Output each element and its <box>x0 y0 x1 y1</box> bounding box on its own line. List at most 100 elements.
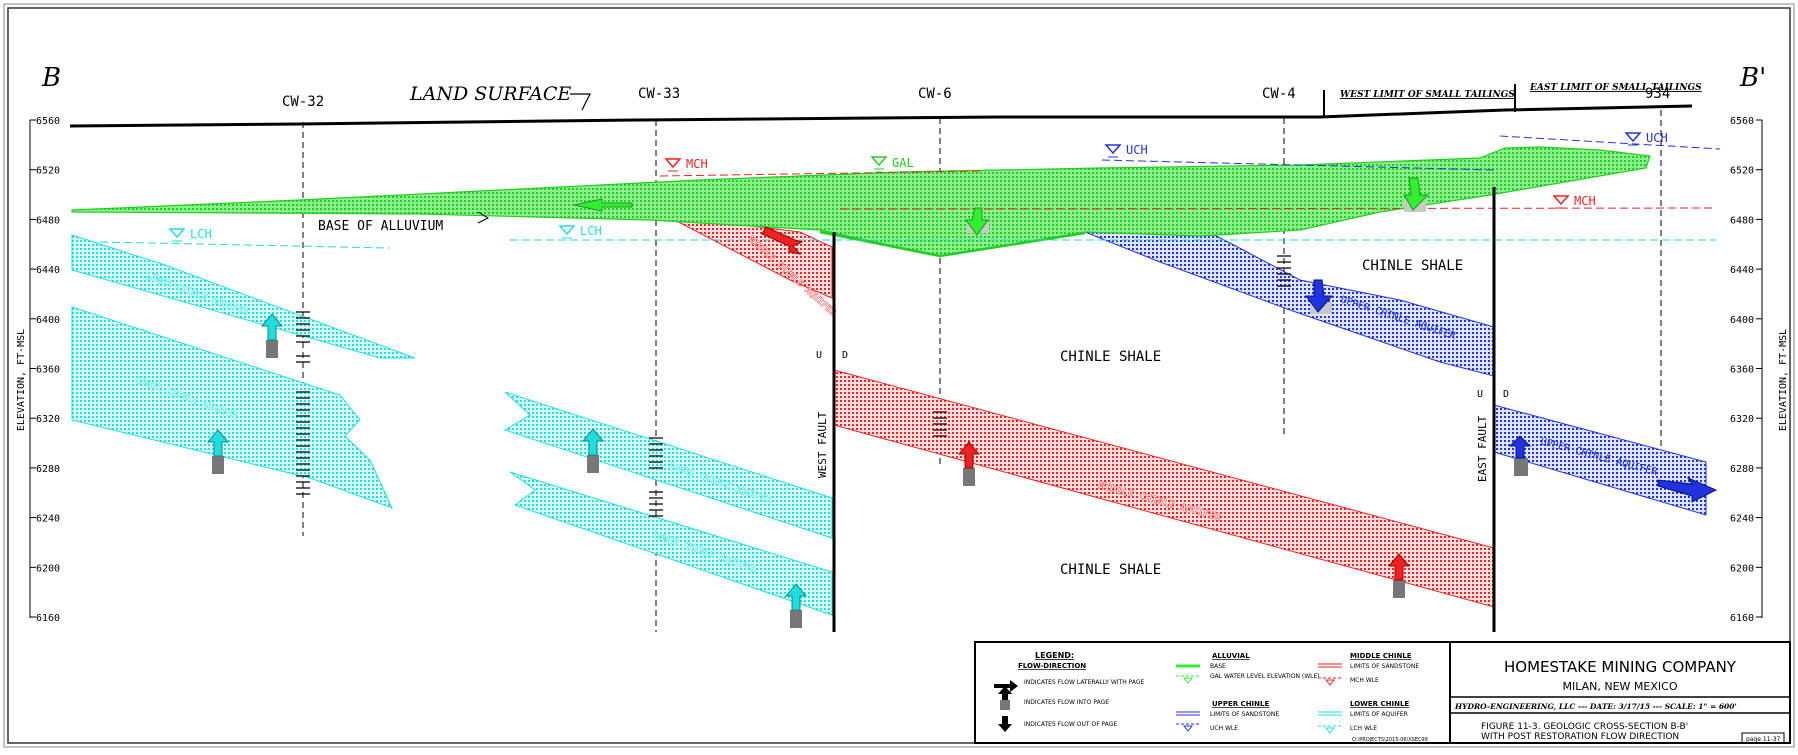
legend-alluvial-wle: GAL WATER LEVEL ELEVATION (WLE) <box>1210 673 1320 680</box>
west-limit-label: WEST LIMIT OF SMALL TAILINGS <box>1340 90 1515 100</box>
elevation-tick-label: 6160 <box>1730 613 1754 624</box>
legend-flow-into: INDICATES FLOW INTO PAGE <box>1024 699 1109 706</box>
flow-arrow-middle-chinle-cw6 <box>957 441 981 486</box>
elevation-tick-label: 6240 <box>36 514 60 525</box>
elevation-tick-label: 6520 <box>36 166 60 177</box>
flow-arrow-alluvium-cw6 <box>965 207 989 236</box>
flow-arrow-upper-chinle-934 <box>1508 435 1532 476</box>
mch-label-west: MCH <box>686 157 708 171</box>
water-level-symbol-lch-mid <box>558 225 576 239</box>
chinle-shale-label-1: CHINLE SHALE <box>1362 258 1463 274</box>
elevation-ticks: 6560 6560 6520 6520 6480 6480 6440 6440 6400 6400… <box>30 116 1762 624</box>
well-label-934: 934 <box>1645 86 1670 102</box>
elevation-label-right: ELEVATION, FT-MSL <box>1778 329 1789 431</box>
elevation-tick-label: 6520 <box>1730 166 1754 177</box>
water-level-symbol-mch-east <box>1552 195 1570 209</box>
legend-upper-wle: UCH WLE <box>1210 725 1238 732</box>
elevation-tick-label: 6400 <box>1730 315 1754 326</box>
chinle-shale-label-3: CHINLE SHALE <box>1060 562 1161 578</box>
elevation-tick-label: 6240 <box>1730 514 1754 525</box>
uch-label-east: UCH <box>1646 131 1668 145</box>
west-fault-down: D <box>842 350 848 361</box>
flow-arrow-lower-chinle-3 <box>581 428 605 473</box>
elevation-tick-label: 6480 <box>1730 215 1754 226</box>
legend-lch-triangle-icon <box>1324 727 1336 734</box>
inner-frame <box>7 7 1791 744</box>
legend-into-page-icon <box>998 686 1012 710</box>
west-fault-label: WEST FAULT <box>816 411 829 478</box>
land-surface-line <box>69 104 1693 128</box>
figure-title-line1: FIGURE 11-3. GEOLOGIC CROSS-SECTION B-B' <box>1481 722 1688 732</box>
legend-lower-title: LOWER CHINLE <box>1350 700 1409 708</box>
elevation-tick-label: 6360 <box>36 365 60 376</box>
legend-uch-triangle-icon <box>1182 725 1194 732</box>
uch-water-level-line <box>1101 159 1495 171</box>
uch-water-level-line-east <box>1499 135 1721 150</box>
flow-arrow-lower-chinle-4 <box>784 583 808 628</box>
middle-chinle-aquifer-band-west <box>664 214 833 299</box>
company-location: MILAN, NEW MEXICO <box>1563 680 1678 693</box>
elevation-label-left: ELEVATION, FT-MSL <box>16 329 27 431</box>
water-level-symbol-mch <box>664 158 682 172</box>
elevation-tick-label: 6360 <box>1730 365 1754 376</box>
legend-upper-title: UPPER CHINLE <box>1212 700 1269 708</box>
flow-arrow-lower-chinle-1 <box>260 313 284 358</box>
flow-arrow-upper-chinle-cw4 <box>1305 279 1334 314</box>
elevation-tick-label: 6440 <box>1730 265 1754 276</box>
elevation-tick-label: 6480 <box>36 215 60 226</box>
base-of-alluvium-label: BASE OF ALLUVIUM <box>318 219 443 234</box>
base-of-alluvium-leader <box>477 211 490 224</box>
mch-water-level-line-east <box>839 207 1717 210</box>
elevation-tick-label: 6560 <box>1730 116 1754 127</box>
legend-flow-lateral: INDICATES FLOW LATERALLY WITH PAGE <box>1024 679 1145 686</box>
west-fault-up: U <box>816 350 822 361</box>
elevation-tick-label: 6560 <box>36 116 60 127</box>
elevation-tick-label: 6400 <box>36 315 60 326</box>
lower-chinle-aquifer-band-3 <box>503 391 833 539</box>
elevation-tick-label: 6200 <box>36 563 60 574</box>
mch-water-level-line-west <box>659 170 981 177</box>
water-level-symbol-uch <box>1104 144 1122 158</box>
legend-alluvial-title: ALLUVIAL <box>1212 652 1250 660</box>
gal-label: GAL <box>892 156 914 170</box>
legend-middle-wle: MCH WLE <box>1350 677 1379 684</box>
flow-arrow-lower-chinle-2 <box>206 429 230 474</box>
legend-lower-limits: LIMITS OF AQUIFER <box>1350 711 1408 718</box>
east-fault-up: U <box>1477 389 1483 400</box>
legend-flow-title: FLOW-DIRECTION <box>1018 662 1086 670</box>
legend-path: O:\PROJECTS\2015-06\XSEC99 <box>1352 737 1428 743</box>
well-label-cw4: CW-4 <box>1262 86 1296 102</box>
lower-chinle-aquifer-band-1 <box>71 234 416 359</box>
elevation-tick-label: 6160 <box>36 613 60 624</box>
legend-upper-limits: LIMITS OF SANDSTONE <box>1210 711 1279 718</box>
well-label-cw6: CW-6 <box>918 86 952 102</box>
flow-lateral-arrow-upper-chinle <box>1657 476 1718 503</box>
company-name: HOMESTAKE MINING COMPANY <box>1504 658 1737 676</box>
flow-lateral-arrow-middle-chinle <box>761 226 804 255</box>
title-block <box>1449 641 1791 744</box>
page-number: page 11-37 <box>1746 736 1781 743</box>
land-surface-leader <box>570 93 591 111</box>
lower-chinle-aquifer-band-4 <box>509 471 833 616</box>
legend-flow-out: INDICATES FLOW OUT OF PAGE <box>1024 721 1117 728</box>
elevation-tick-label: 6440 <box>36 265 60 276</box>
alluvium-layer <box>71 146 1651 257</box>
lch-label-mid: LCH <box>580 224 602 238</box>
water-level-symbol-gal <box>870 156 888 173</box>
east-fault-down: D <box>1503 389 1509 400</box>
land-surface-label: LAND SURFACE <box>409 83 571 105</box>
lch-label-west: LCH <box>190 227 212 241</box>
section-label-right: B' <box>1739 63 1766 93</box>
elevation-tick-label: 6200 <box>1730 563 1754 574</box>
legend-lower-wle: LCH WLE <box>1350 725 1377 732</box>
legend-alluvial-base: BASE <box>1210 663 1226 670</box>
legend-middle-limits: LIMITS OF SANDSTONE <box>1350 663 1419 670</box>
legend-middle-title: MIDDLE CHINLE <box>1350 652 1412 660</box>
elevation-tick-label: 6280 <box>1730 464 1754 475</box>
lch-water-level-line-west <box>99 241 391 249</box>
flow-arrow-middle-chinle-east <box>1387 553 1411 598</box>
legend-mch-triangle-icon <box>1324 679 1336 686</box>
chinle-shale-label-2: CHINLE SHALE <box>1060 349 1161 365</box>
